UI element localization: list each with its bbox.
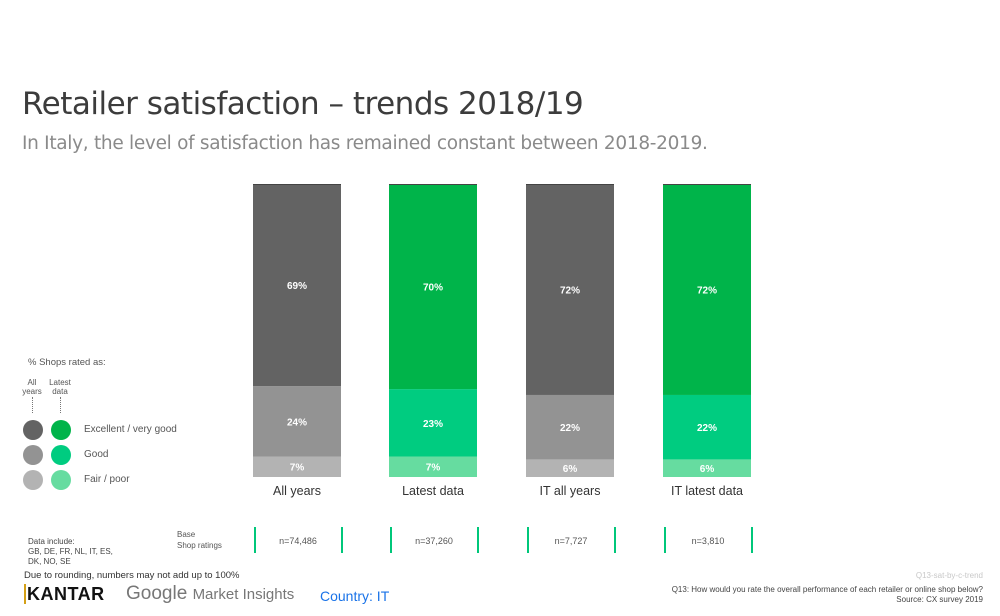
base-count: n=37,260 [415,536,453,546]
data-include-countries: DK, NO, SE [28,557,71,566]
legend-title: % Shops rated as: [28,357,106,368]
data-include-note: Data include: GB, DE, FR, NL, IT, ES, DK… [28,537,113,567]
kantar-logo-k: K [24,584,41,604]
bar-segment [526,394,614,460]
slide-code: Q13-sat-by-c-trend [915,571,983,580]
legend-dotted-line [32,397,34,413]
category-label: Latest data [402,484,464,498]
legend-dotted-line [60,397,62,413]
page-subtitle: In Italy, the level of satisfaction has … [22,133,708,154]
legend-item-label: Good [84,449,109,460]
legend-dot-latest [51,470,71,490]
base-separator [390,527,392,553]
stacked-bar-chart: 7% 24% 69% All years 7% 23% 70% Latest data 6% 22… [253,184,751,498]
legend-dot-all-years [23,420,43,440]
base-count: n=3,810 [691,536,725,546]
bar-data-label: 6% [700,464,715,475]
question-source: Q13: How would you rate the overall perf… [672,585,983,605]
source-text: Source: CX survey 2019 [896,595,983,604]
bar-data-label: 24% [287,417,307,428]
country-label: Country: IT [320,588,390,604]
legend-dot-all-years [23,445,43,465]
bar-data-label: 7% [426,463,441,474]
bar-segment [663,459,751,477]
bar-data-label: 72% [560,285,580,296]
base-label-line: Shop ratings [177,541,222,550]
legend-col-latest: Latest data [49,378,71,396]
base-separator [664,527,666,553]
base-separator [341,527,343,553]
bar-data-label: 70% [423,283,443,294]
base-separator [254,527,256,553]
bar-segment [526,184,614,395]
base-label: Base Shop ratings [177,529,222,551]
bar-data-label: 7% [290,463,305,474]
category-label: IT all years [540,484,601,498]
bar-segment [389,184,477,390]
bar-data-label: 23% [423,419,443,430]
legend-col-all-years: All years [22,378,42,396]
google-wordmark: Google [126,583,188,604]
bar-data-label: 6% [563,464,578,475]
bar-segment [663,394,751,460]
market-insights-text: Market Insights [192,586,295,603]
google-market-insights-logo: Google Market Insights [126,583,294,605]
bar-data-label: 69% [287,281,307,292]
base-count: n=7,727 [554,536,588,546]
base-separator [477,527,479,553]
kantar-logo-text: ANTAR [40,584,105,604]
category-label: All years [273,484,321,498]
bar-segment [253,184,341,387]
bar-data-label: 72% [697,285,717,296]
base-label-line: Base [177,530,196,539]
kantar-logo: KANTAR [24,584,105,605]
bar-data-label: 22% [697,423,717,434]
legend-dot-latest [51,445,71,465]
base-separator [614,527,616,553]
data-include-countries: GB, DE, FR, NL, IT, ES, [28,547,113,556]
bar-data-label: 22% [560,423,580,434]
legend-dot-all-years [23,470,43,490]
legend-item-label: Excellent / very good [84,424,177,435]
bar-segment [253,456,341,477]
question-text: Q13: How would you rate the overall perf… [671,585,983,594]
bar-segment [663,184,751,395]
bar-segment [389,456,477,477]
legend-dot-latest [51,420,71,440]
base-count: n=74,486 [279,536,317,546]
data-include-label: Data include: [28,537,75,546]
base-separator [751,527,753,553]
bar-segment [389,389,477,457]
page-title: Retailer satisfaction – trends 2018/19 [22,86,584,122]
legend-item-label: Fair / poor [84,474,130,485]
base-separator [527,527,529,553]
rounding-note: Due to rounding, numbers may not add up … [24,570,240,581]
category-label: IT latest data [671,484,743,498]
bar-segment [253,386,341,457]
bar-segment [526,459,614,477]
